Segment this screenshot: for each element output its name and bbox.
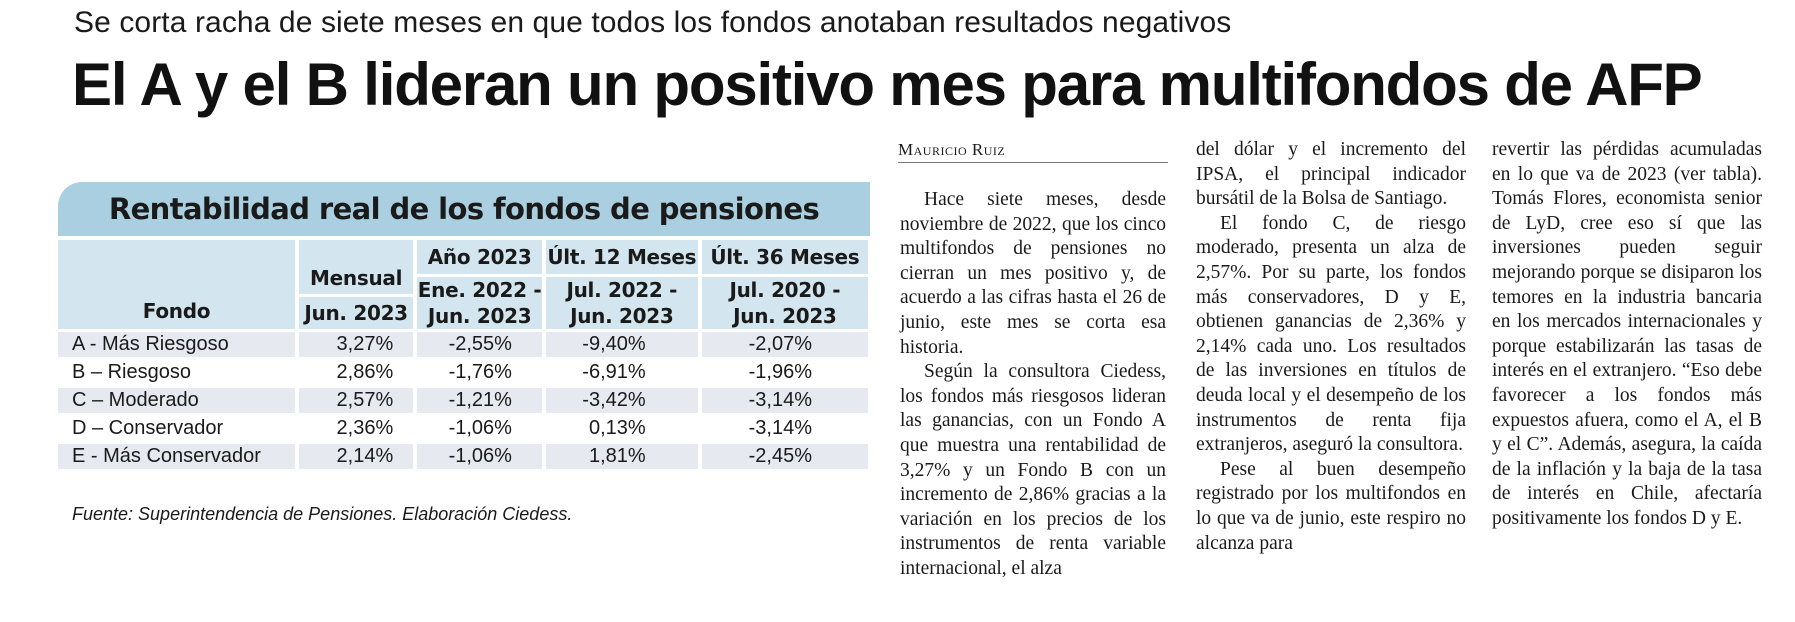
header-mensual: Mensual xyxy=(298,240,414,294)
ult36-value: -3,14% xyxy=(701,416,868,441)
header-ult36: Últ. 36 Meses xyxy=(701,240,868,274)
returns-table: Fondo Mensual Año 2023 Últ. 12 Meses Últ… xyxy=(54,237,872,472)
ult36-value: -1,96% xyxy=(701,360,868,385)
header-anio: Año 2023 xyxy=(417,240,542,274)
ult36-value: -3,14% xyxy=(701,388,868,413)
header-ult12: Últ. 12 Meses xyxy=(545,240,698,274)
article-paragraph: del dólar y el incremento del IPSA, el p… xyxy=(1196,139,1466,210)
ult36-value: -2,45% xyxy=(701,444,868,469)
header-ult36-period: Jul. 2020 - Jun. 2023 xyxy=(701,277,868,329)
ult12-value: -3,42% xyxy=(545,388,698,413)
header-anio-period-end: Jun. 2023 xyxy=(427,304,532,328)
article-column-2: del dólar y el incremento del IPSA, el p… xyxy=(1196,138,1466,556)
header-ult12-period: Jul. 2022 - Jun. 2023 xyxy=(545,277,698,329)
mensual-value: 2,86% xyxy=(298,360,414,385)
header-anio-period: Ene. 2022 - Jun. 2023 xyxy=(417,277,542,329)
headline: El A y el B lideran un positivo mes para… xyxy=(72,51,1703,118)
fondo-name: A - Más Riesgoso xyxy=(58,332,295,357)
mensual-value: 2,14% xyxy=(298,444,414,469)
mensual-value: 2,57% xyxy=(298,388,414,413)
anio-value: -1,06% xyxy=(417,416,542,441)
table-row: A - Más Riesgoso 3,27% -2,55% -9,40% -2,… xyxy=(58,332,868,357)
fondo-name: C – Moderado xyxy=(58,388,295,413)
article-paragraph: Pese al buen desempeño registrado por lo… xyxy=(1196,458,1466,554)
header-ult12-period-start: Jul. 2022 - xyxy=(566,278,678,302)
anio-value: -1,76% xyxy=(417,360,542,385)
fondo-name: D – Conservador xyxy=(58,416,295,441)
table-row: D – Conservador 2,36% -1,06% 0,13% -3,14… xyxy=(58,416,868,441)
article-paragraph: Según la consultora Ciedess, los fondos … xyxy=(900,361,1166,579)
returns-table-box: Rentabilidad real de los fondos de pensi… xyxy=(58,182,870,472)
byline: Mauricio Ruiz xyxy=(898,140,1168,163)
ult36-value: -2,07% xyxy=(701,332,868,357)
header-anio-period-start: Ene. 2022 - xyxy=(417,278,542,302)
anio-value: -1,21% xyxy=(417,388,542,413)
table-title: Rentabilidad real de los fondos de pensi… xyxy=(58,182,870,236)
header-ult12-period-end: Jun. 2023 xyxy=(570,304,674,328)
mensual-value: 2,36% xyxy=(298,416,414,441)
header-mensual-period: Jun. 2023 xyxy=(298,297,414,329)
header-ult36-period-start: Jul. 2020 - xyxy=(729,278,841,302)
kicker: Se corta racha de siete meses en que tod… xyxy=(74,6,1232,39)
anio-value: -2,55% xyxy=(417,332,542,357)
table-row: C – Moderado 2,57% -1,21% -3,42% -3,14% xyxy=(58,388,868,413)
article-paragraph: revertir las pérdidas acumuladas en lo q… xyxy=(1492,139,1762,529)
ult12-value: 1,81% xyxy=(545,444,698,469)
ult12-value: -6,91% xyxy=(545,360,698,385)
article-column-1: Hace siete meses, desde noviembre de 202… xyxy=(900,188,1166,582)
table-row: E - Más Conservador 2,14% -1,06% 1,81% -… xyxy=(58,444,868,469)
article-column-3: revertir las pérdidas acumuladas en lo q… xyxy=(1492,138,1762,532)
header-ult36-period-end: Jun. 2023 xyxy=(733,304,837,328)
table-row: B – Riesgoso 2,86% -1,76% -6,91% -1,96% xyxy=(58,360,868,385)
table-source: Fuente: Superintendencia de Pensiones. E… xyxy=(72,504,573,524)
article-paragraph: Hace siete meses, desde noviembre de 202… xyxy=(900,189,1166,358)
fondo-name: E - Más Conservador xyxy=(58,444,295,469)
ult12-value: -9,40% xyxy=(545,332,698,357)
mensual-value: 3,27% xyxy=(298,332,414,357)
fondo-name: B – Riesgoso xyxy=(58,360,295,385)
ult12-value: 0,13% xyxy=(545,416,698,441)
article-paragraph: El fondo C, de riesgo moderado, presenta… xyxy=(1196,212,1466,456)
anio-value: -1,06% xyxy=(417,444,542,469)
header-fondo: Fondo xyxy=(58,240,295,329)
